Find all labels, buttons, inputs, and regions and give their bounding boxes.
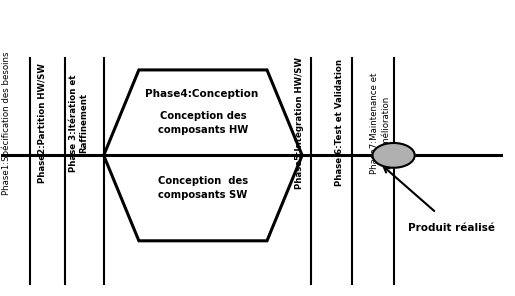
Circle shape xyxy=(372,143,415,168)
Text: Phase5:Intégration HW/SW: Phase5:Intégration HW/SW xyxy=(295,57,304,189)
Text: Phase1:Spécification des besoins: Phase1:Spécification des besoins xyxy=(2,51,11,195)
Text: Conception  des
composants SW: Conception des composants SW xyxy=(158,176,248,200)
Text: Phase7:Maintenance et
amélioration: Phase7:Maintenance et amélioration xyxy=(370,72,390,173)
Text: Phase2:Partition HW/SW: Phase2:Partition HW/SW xyxy=(38,63,46,183)
Text: Phase4:Conception: Phase4:Conception xyxy=(145,89,259,99)
Text: Produit réalisé: Produit réalisé xyxy=(408,223,495,233)
Text: Phase 3:Itération et
Raffinement: Phase 3:Itération et Raffinement xyxy=(68,74,89,172)
Text: Phase 6:Test et Validation: Phase 6:Test et Validation xyxy=(335,59,345,186)
Text: Conception des
composants HW: Conception des composants HW xyxy=(158,111,248,135)
